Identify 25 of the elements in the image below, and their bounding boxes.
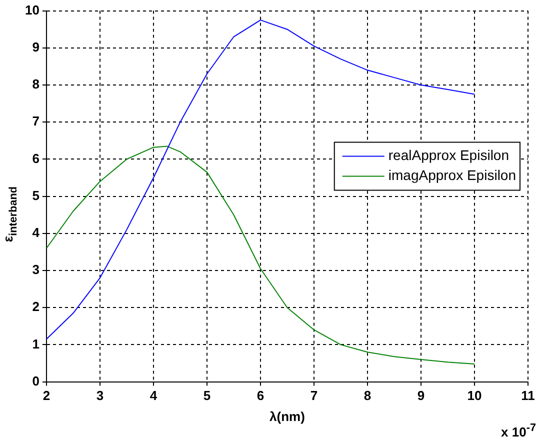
x-tick-label: 5: [203, 388, 211, 404]
text: x 10$^{-7}$: [501, 422, 536, 439]
y-tick-label: 6: [32, 150, 40, 166]
x-axis-title: λ(nm): [270, 408, 305, 424]
x-tick-label: 2: [42, 388, 50, 404]
x-tick-label: 3: [96, 388, 104, 404]
y-tick-label: 2: [32, 299, 40, 314]
x-tick-label: 9: [417, 388, 425, 404]
y-tick-label: 9: [32, 39, 40, 54]
y-tick-label: 1: [32, 336, 40, 352]
y-tick-label: 5: [32, 188, 40, 203]
x-tick-label: 4: [150, 388, 158, 404]
y-tick-label: 10: [24, 2, 40, 18]
y-tick-label: 8: [32, 76, 40, 92]
x-tick-label: 11: [521, 388, 535, 404]
x-tick-label: 6: [256, 388, 264, 404]
y-tick-label: 3: [32, 262, 40, 278]
y-tick-label: 4: [32, 224, 40, 240]
x-tick-label: 8: [364, 388, 372, 404]
legend-label: realApprox Episilon: [388, 147, 510, 164]
y-tick-label: 0: [32, 373, 40, 388]
x-tick-label: 10: [467, 388, 482, 404]
y-tick-label: 7: [32, 114, 40, 129]
x-tick-label: 7: [310, 388, 318, 404]
legend-label: imagApprox Episilon: [388, 167, 516, 184]
